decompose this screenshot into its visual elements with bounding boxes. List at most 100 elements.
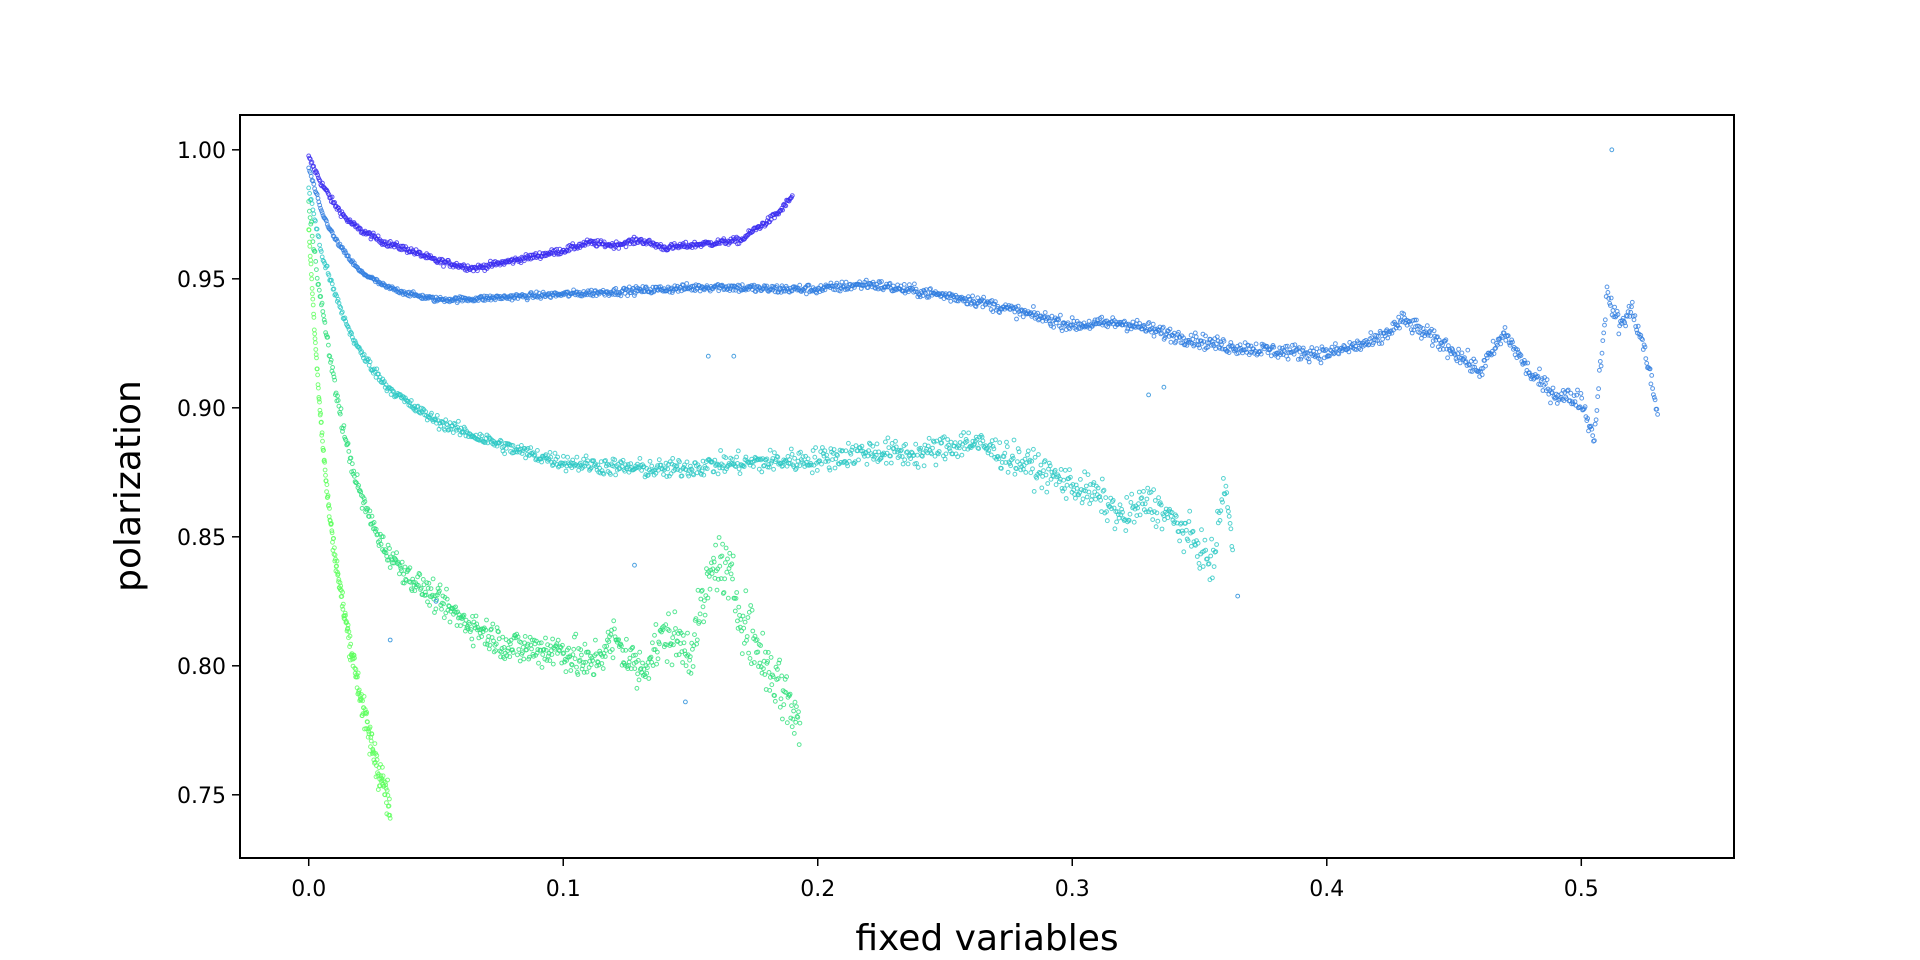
scatter-point (1167, 326, 1173, 332)
scatter-point (1219, 497, 1225, 503)
scatter-point (958, 433, 964, 439)
scatter-point (447, 619, 453, 625)
scatter-point (852, 459, 858, 465)
scatter-point (317, 407, 323, 413)
scatter-point (399, 559, 405, 565)
scatter-point (981, 294, 986, 300)
scatter-point (346, 449, 352, 454)
scatter-point (848, 451, 854, 457)
scatter-point (461, 612, 467, 618)
scatter-point (1368, 330, 1374, 336)
scatter-point (362, 499, 368, 504)
scatter-point (583, 659, 588, 665)
scatter-point (754, 637, 760, 643)
scatter-point (484, 617, 489, 623)
scatter-point (1322, 355, 1327, 361)
scatter-point (1158, 502, 1164, 508)
scatter-point (756, 466, 762, 472)
scatter-point (574, 454, 580, 460)
scatter-point (1466, 362, 1472, 367)
scatter-point (813, 445, 818, 451)
scatter-point (1194, 554, 1200, 559)
scatter-point (1306, 359, 1312, 365)
scatter-point (348, 641, 354, 647)
scatter-point (317, 399, 322, 405)
scatter-point (797, 463, 803, 469)
scatter-point (317, 202, 323, 208)
scatter-point (413, 247, 419, 253)
scatter-point (1593, 417, 1599, 423)
scatter-point (1318, 360, 1324, 366)
scatter-point (572, 656, 578, 662)
scatter-point (1160, 324, 1166, 330)
scatter-point (1213, 549, 1219, 554)
scatter-point (980, 438, 986, 444)
scatter-point (936, 451, 941, 457)
scatter-point (307, 215, 313, 221)
scatter-point (765, 464, 771, 470)
scatter-point (368, 738, 374, 744)
scatter-point (1479, 372, 1485, 378)
scatter-point (762, 672, 768, 677)
scatter-point (582, 641, 588, 647)
scatter-point (999, 466, 1004, 471)
scatter-point (624, 464, 630, 470)
scatter-point (1030, 466, 1035, 472)
scatter-point (719, 553, 725, 559)
scatter-point (370, 230, 376, 236)
scatter-point (1149, 510, 1155, 515)
scatter-point (1418, 325, 1423, 330)
scatter-point (1483, 363, 1488, 369)
scatter-point (794, 704, 799, 709)
scatter-point (547, 450, 553, 455)
scatter-point (516, 647, 522, 652)
scatter-point (663, 460, 669, 466)
scatter-point (1306, 356, 1311, 362)
scatter-point (334, 558, 340, 564)
scatter-point (318, 249, 324, 254)
scatter-point (1210, 575, 1215, 581)
scatter-point (1352, 346, 1358, 352)
scatter-point (316, 385, 321, 391)
scatter-point (1623, 323, 1628, 329)
scatter-point (570, 241, 576, 247)
scatter-point (529, 646, 534, 652)
scatter-point (559, 463, 565, 468)
scatter-point (608, 472, 613, 477)
scatter-point (679, 288, 684, 294)
scatter-point (314, 267, 319, 273)
scatter-point (1203, 333, 1208, 339)
scatter-point (1396, 314, 1402, 320)
scatter-point (525, 641, 531, 647)
scatter-point (1114, 519, 1119, 525)
scatter-point (548, 643, 553, 649)
scatter-point (1430, 343, 1435, 348)
scatter-point (1008, 463, 1014, 469)
scatter-point (430, 592, 435, 598)
scatter-point (809, 470, 815, 476)
scatter-point (510, 647, 515, 653)
scatter-point (832, 465, 838, 471)
scatter-point (697, 464, 702, 470)
y-axis-ticks: 0.75 0.80 0.85 0.90 0.95 1.00 (177, 139, 240, 809)
scatter-point (1091, 480, 1097, 485)
scatter-point (412, 588, 418, 594)
scatter-point (1208, 553, 1214, 559)
scatter-point (386, 803, 392, 809)
scatter-point (355, 670, 361, 676)
scatter-point (1143, 509, 1149, 515)
scatter-point (792, 699, 798, 705)
scatter-point (314, 355, 319, 361)
scatter-point (1200, 564, 1206, 569)
scatter-point (1134, 317, 1140, 323)
scatter-point (1247, 350, 1253, 355)
scatter-point (1539, 376, 1545, 382)
scatter-point (632, 293, 637, 298)
scatter-point (893, 444, 899, 450)
scatter-point (525, 295, 531, 301)
scatter-point (1573, 402, 1579, 408)
scatter-point (1565, 388, 1570, 394)
scatter-point (646, 676, 652, 681)
scatter-point (795, 714, 801, 720)
